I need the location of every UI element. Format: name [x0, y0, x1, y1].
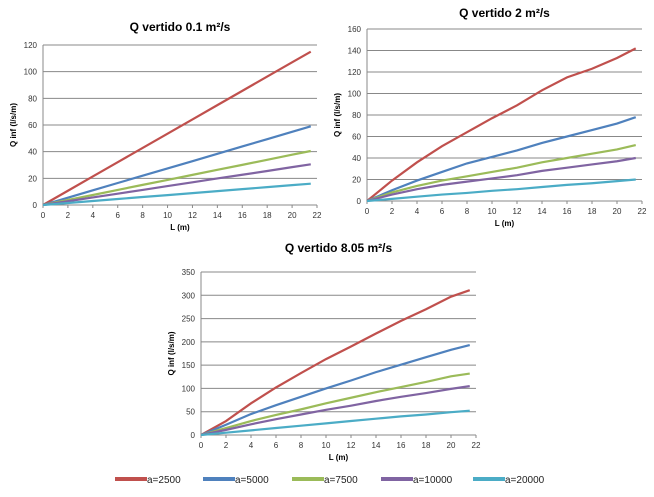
y-tick-label: 140	[348, 47, 362, 56]
y-tick-label: 300	[182, 291, 196, 300]
y-tick-label: 50	[186, 408, 195, 417]
x-tick-label: 14	[213, 211, 222, 220]
x-tick-label: 10	[322, 441, 331, 450]
x-tick-label: 22	[313, 211, 322, 220]
x-tick-label: 0	[199, 441, 204, 450]
series-line-a=20000	[42, 182, 311, 207]
y-axis-label: Q inf (l/s/m)	[167, 331, 176, 375]
series-line-a=5000	[200, 344, 471, 437]
chart-2: Q vertido 2 m²/s 0 20 40 60 80 100 120 140 160 0 2 4…	[333, 6, 647, 228]
y-tick-label: 150	[182, 361, 196, 370]
series-line-a=2500	[42, 50, 312, 206]
series-line-a=10000	[200, 385, 470, 437]
x-tick-label: 18	[588, 207, 597, 216]
y-tick-label: 80	[352, 111, 361, 120]
x-tick-label: 18	[263, 211, 272, 220]
x-tick-label: 2	[224, 441, 229, 450]
series-line-a=20000	[200, 409, 470, 437]
x-tick-label: 12	[513, 207, 522, 216]
chart-title: Q vertido 8.05 m²/s	[285, 241, 393, 255]
x-tick-label: 2	[66, 211, 71, 220]
series-line-a=2500	[200, 289, 471, 436]
y-tick-label: 60	[352, 133, 361, 142]
x-tick-label: 16	[238, 211, 247, 220]
x-tick-label: 16	[397, 441, 406, 450]
series-line-a=10000	[42, 163, 311, 207]
x-tick-label: 8	[299, 441, 304, 450]
x-tick-label: 4	[249, 441, 254, 450]
series-line-a=2500	[366, 47, 637, 202]
legend-label: a=20000	[505, 475, 545, 486]
y-tick-label: 0	[191, 431, 196, 440]
series-line-a=10000	[366, 156, 636, 203]
x-axis-label: L (m)	[170, 223, 190, 232]
series-line-a=5000	[42, 125, 312, 207]
chart-1: Q vertido 0.1 m²/s 0 20 40 60 80 100 120 0 2 4 6 8 10…	[9, 20, 322, 232]
x-tick-label: 0	[41, 211, 46, 220]
y-tick-label: 80	[28, 94, 37, 103]
y-tick-label: 350	[182, 268, 196, 277]
y-tick-label: 100	[348, 90, 362, 99]
x-tick-label: 20	[613, 207, 622, 216]
y-tick-label: 160	[348, 25, 362, 34]
y-tick-label: 20	[352, 176, 361, 185]
y-axis-label: Q inf (l/s/m)	[333, 93, 342, 137]
y-tick-label: 40	[28, 148, 37, 157]
x-tick-label: 2	[390, 207, 395, 216]
x-tick-label: 6	[440, 207, 445, 216]
legend-label: a=7500	[324, 475, 358, 486]
series-line-a=5000	[366, 116, 637, 203]
series-line-a=7500	[366, 144, 636, 203]
y-tick-label: 0	[33, 201, 38, 210]
x-tick-label: 16	[563, 207, 572, 216]
x-tick-label: 14	[538, 207, 547, 216]
x-axis-label: L (m)	[495, 219, 515, 228]
y-tick-label: 250	[182, 315, 196, 324]
y-tick-label: 100	[182, 384, 196, 393]
series-line-a=7500	[200, 372, 470, 437]
y-tick-label: 120	[24, 41, 38, 50]
x-tick-label: 20	[447, 441, 456, 450]
x-tick-label: 12	[188, 211, 197, 220]
y-tick-label: 100	[24, 68, 38, 77]
chart-title: Q vertido 2 m²/s	[459, 6, 550, 20]
x-tick-label: 22	[638, 207, 647, 216]
series-line-a=7500	[42, 149, 311, 207]
chart-title: Q vertido 0.1 m²/s	[130, 20, 231, 34]
y-tick-label: 20	[28, 174, 37, 183]
x-tick-label: 6	[274, 441, 279, 450]
legend-label: a=10000	[413, 475, 453, 486]
x-tick-label: 8	[140, 211, 145, 220]
x-tick-label: 22	[472, 441, 481, 450]
legend-label: a=5000	[235, 475, 269, 486]
x-tick-label: 4	[91, 211, 96, 220]
x-tick-label: 10	[488, 207, 497, 216]
legend: a=2500 a=5000 a=7500 a=10000 a=20000	[115, 475, 545, 486]
series-line-a=20000	[366, 178, 636, 203]
x-tick-label: 14	[372, 441, 381, 450]
x-tick-label: 6	[116, 211, 121, 220]
x-tick-label: 12	[347, 441, 356, 450]
x-tick-label: 0	[365, 207, 370, 216]
y-tick-label: 0	[357, 197, 362, 206]
y-tick-label: 60	[28, 121, 37, 130]
x-tick-label: 8	[465, 207, 470, 216]
x-tick-label: 18	[422, 441, 431, 450]
x-tick-label: 4	[415, 207, 420, 216]
y-tick-label: 120	[348, 68, 362, 77]
x-tick-label: 20	[288, 211, 297, 220]
chart-3: Q vertido 8.05 m²/s050100150200250300350…	[167, 241, 481, 462]
y-axis-label: Q inf (l/s/m)	[9, 103, 18, 147]
legend-label: a=2500	[147, 475, 181, 486]
y-tick-label: 40	[352, 154, 361, 163]
x-axis-label: L (m)	[329, 453, 349, 462]
y-tick-label: 200	[182, 338, 196, 347]
x-tick-label: 10	[163, 211, 172, 220]
